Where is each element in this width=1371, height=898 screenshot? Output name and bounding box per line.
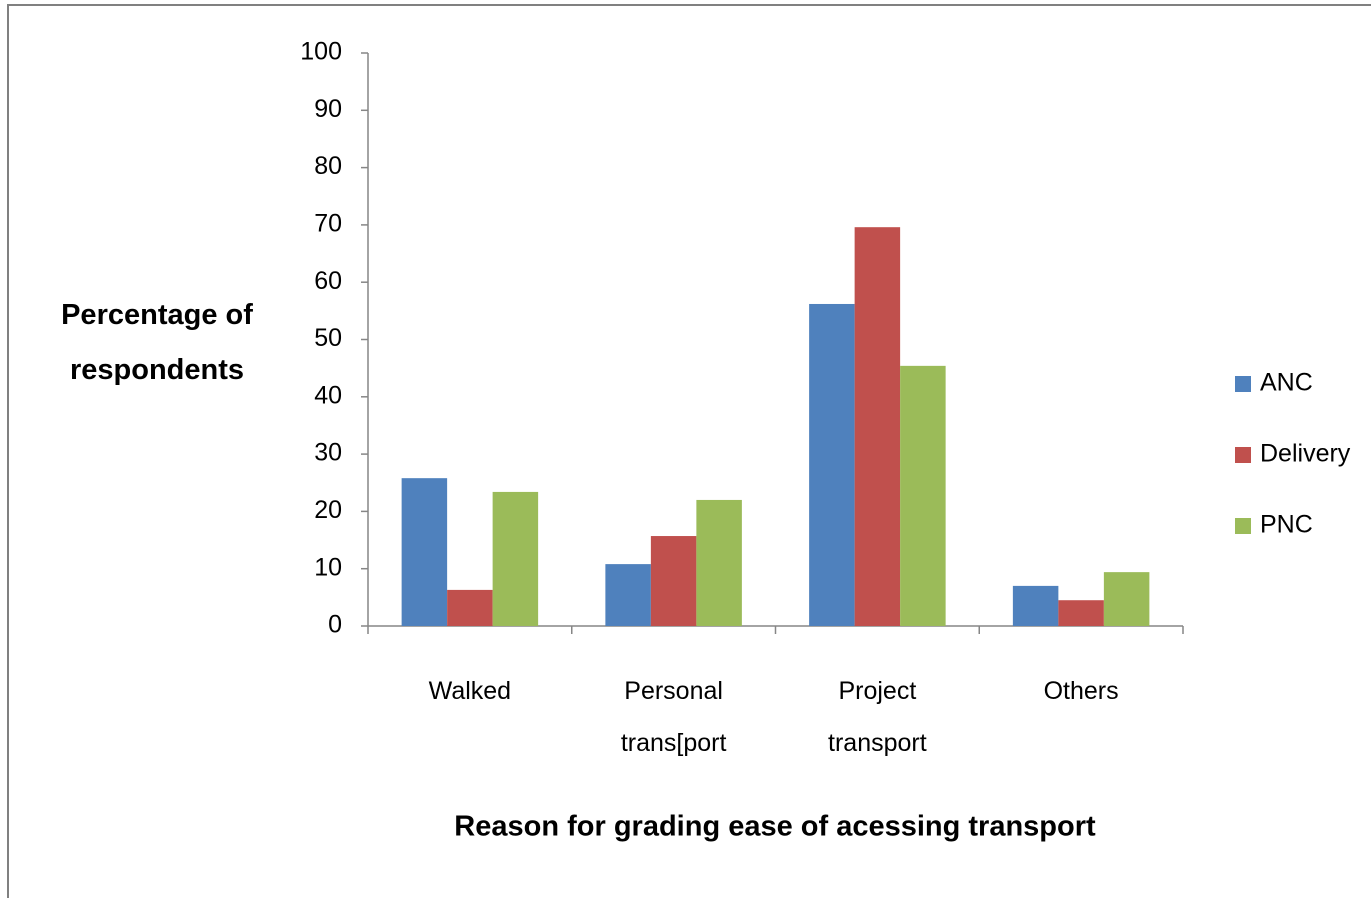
- y-axis-title: Percentage of respondents: [61, 299, 253, 386]
- legend-label: ANC: [1260, 369, 1313, 397]
- y-tick-label: 20: [314, 496, 342, 524]
- x-tick-label: Project transport: [828, 677, 927, 757]
- bar: [854, 227, 901, 626]
- y-tick-label: 0: [328, 611, 342, 639]
- y-tick-label: 50: [314, 324, 342, 352]
- y-tick-label: 40: [314, 381, 342, 409]
- bar: [696, 499, 742, 626]
- y-tick-label: 70: [314, 210, 342, 238]
- legend-label: Delivery: [1260, 440, 1351, 468]
- y-tick-label: 100: [300, 38, 342, 66]
- x-tick-label: Personal trans[port: [621, 677, 727, 757]
- y-tick-label: 10: [314, 553, 342, 581]
- bar: [650, 536, 697, 626]
- legend-swatch: [1235, 376, 1251, 392]
- bar: [1103, 572, 1150, 626]
- legend-swatch: [1235, 447, 1251, 463]
- x-tick-label: Others: [1044, 677, 1119, 705]
- bar: [809, 303, 855, 626]
- y-tick-label: 80: [314, 152, 342, 180]
- bar: [605, 564, 651, 626]
- bar: [447, 589, 493, 626]
- legend-label: PNC: [1260, 511, 1313, 539]
- y-tick-label: 60: [314, 267, 342, 295]
- chart-frame: [7, 4, 1371, 898]
- bar: [401, 478, 448, 626]
- legend-swatch: [1235, 518, 1251, 534]
- bar: [492, 491, 539, 626]
- y-tick-label: 90: [314, 95, 342, 123]
- bar: [1058, 600, 1104, 626]
- x-axis-title: Reason for grading ease of acessing tran…: [454, 811, 1096, 843]
- bar: [900, 365, 946, 626]
- y-tick-label: 30: [314, 439, 342, 467]
- bar: [1012, 585, 1059, 626]
- x-tick-label: Walked: [429, 677, 511, 705]
